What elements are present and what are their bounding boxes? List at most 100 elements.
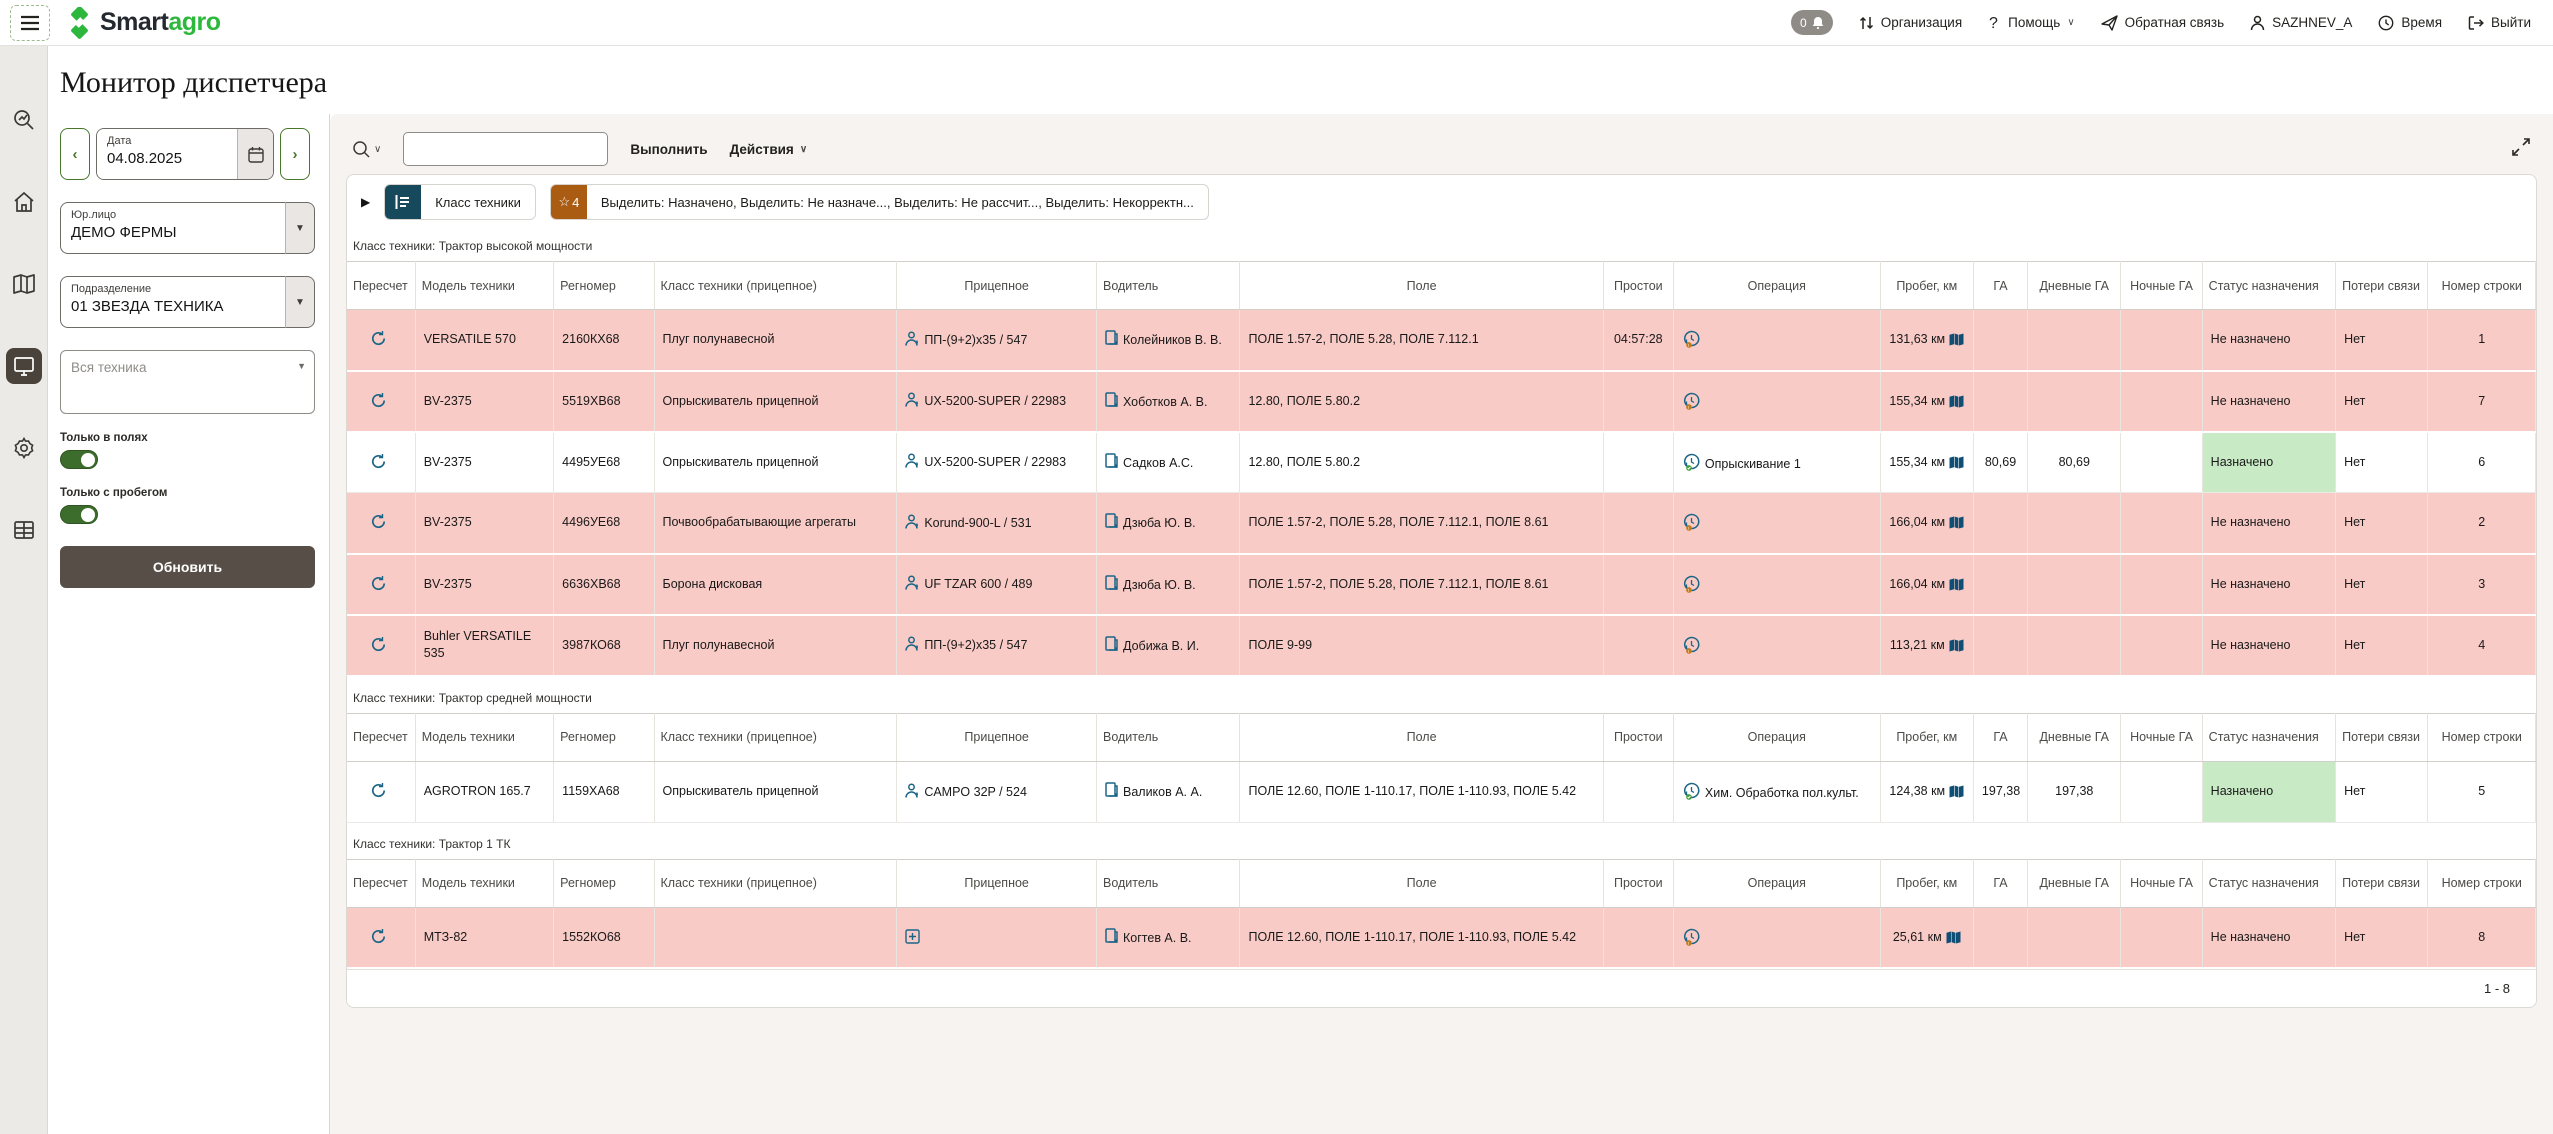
actions-menu-button[interactable]: Действия ∨ — [729, 141, 808, 157]
notifications-badge[interactable]: 0 — [1791, 10, 1833, 35]
cell-operation[interactable]: ! — [1673, 309, 1881, 372]
column-header[interactable]: Операция — [1673, 261, 1881, 310]
cell-trailer[interactable]: Korund-900-L / 531 — [896, 492, 1097, 555]
cell-driver[interactable]: Когтев А. В. — [1096, 907, 1241, 969]
refresh-button[interactable]: Обновить — [60, 546, 315, 588]
cell-operation[interactable]: ! — [1673, 553, 1881, 616]
column-header[interactable]: Водитель — [1096, 712, 1241, 762]
cell-operation[interactable]: Хим. Обработка пол.культ. — [1673, 761, 1881, 823]
table-row[interactable]: BV-2375 4496УЕ68 Почвообрабатывающие агрег… — [347, 492, 2536, 555]
cell-operation[interactable]: Опрыскивание 1 — [1673, 431, 1881, 493]
cell-driver[interactable]: Колейников В. В. — [1096, 309, 1241, 372]
cell-driver[interactable]: Дзюба Ю. В. — [1096, 492, 1241, 555]
highlight-rules-chip[interactable]: ☆ 4 Выделить: Назначено, Выделить: Не наз… — [549, 184, 1209, 220]
column-header[interactable]: Статус назначения — [2202, 261, 2337, 310]
run-button[interactable]: Выполнить — [630, 141, 708, 157]
cell-operation[interactable]: ! — [1673, 370, 1881, 433]
recalculate-button[interactable] — [347, 309, 416, 372]
column-header[interactable]: Дневные ГА — [2027, 261, 2122, 310]
column-header[interactable]: Водитель — [1096, 261, 1241, 310]
table-row[interactable]: AGROTRON 165.7 1159ХА68 Опрыскиватель приц… — [347, 761, 2536, 823]
column-header[interactable]: ГА — [1973, 858, 2029, 908]
column-header[interactable]: Ночные ГА — [2120, 261, 2203, 310]
table-row[interactable]: VERSATILE 570 2160КХ68 Плуг полунавесной ПП… — [347, 309, 2536, 372]
nav-logout[interactable]: Выйти — [2468, 15, 2531, 31]
group-by-chip[interactable]: Класс техники — [384, 184, 536, 220]
column-header[interactable]: Модель техники — [415, 858, 555, 908]
column-header[interactable]: Статус назначения — [2202, 712, 2337, 762]
rail-home-button[interactable] — [6, 184, 42, 220]
column-header[interactable]: Пробег, км — [1880, 858, 1974, 908]
column-header[interactable]: Прицепное — [896, 858, 1097, 908]
nav-organization[interactable]: Организация — [1859, 15, 1962, 31]
division-dropdown-button[interactable]: ▼ — [285, 276, 315, 328]
legal-entity-field[interactable]: Юр.лицо ДЕМО ФЕРМЫ — [60, 202, 285, 254]
cell-mileage[interactable]: 166,04 км — [1880, 492, 1974, 555]
hamburger-menu-button[interactable] — [10, 4, 50, 41]
column-header[interactable]: Простои — [1603, 858, 1674, 908]
search-column-selector[interactable]: ∨ — [352, 140, 381, 159]
table-row[interactable]: BV-2375 6636ХВ68 Борона дисковая UF TZAR 60… — [347, 553, 2536, 616]
column-header[interactable]: Простои — [1603, 261, 1674, 310]
recalculate-button[interactable] — [347, 907, 416, 969]
column-header[interactable]: ГА — [1973, 712, 2029, 762]
cell-mileage[interactable]: 131,63 км — [1880, 309, 1974, 372]
collapse-controls-button[interactable]: ▶ — [361, 195, 371, 209]
cell-operation[interactable]: ! — [1673, 492, 1881, 555]
column-header[interactable]: Пересчет — [347, 858, 416, 908]
nav-help[interactable]: ? Помощь ∨ — [1989, 15, 2075, 31]
column-header[interactable]: ГА — [1973, 261, 2029, 310]
maximize-button[interactable] — [2511, 137, 2531, 162]
column-header[interactable]: Класс техники (прицепное) — [654, 261, 898, 310]
cell-trailer[interactable] — [896, 907, 1097, 969]
cell-mileage[interactable]: 166,04 км — [1880, 553, 1974, 616]
cell-trailer[interactable]: UX-5200-SUPER / 22983 — [896, 370, 1097, 433]
only-in-fields-toggle[interactable] — [60, 450, 98, 469]
column-header[interactable]: Номер строки — [2427, 712, 2536, 762]
column-header[interactable]: Дневные ГА — [2027, 858, 2122, 908]
cell-operation[interactable]: ! — [1673, 907, 1881, 969]
cell-trailer[interactable]: CAMPO 32P / 524 — [896, 761, 1097, 823]
cell-operation[interactable]: ! — [1673, 614, 1881, 677]
column-header[interactable]: Номер строки — [2427, 261, 2536, 310]
date-next-button[interactable]: › — [280, 128, 310, 180]
cell-mileage[interactable]: 113,21 км — [1880, 614, 1974, 677]
column-header[interactable]: Класс техники (прицепное) — [654, 712, 898, 762]
recalculate-button[interactable] — [347, 492, 416, 555]
division-field[interactable]: Подразделение 01 ЗВЕЗДА ТЕХНИКА — [60, 276, 285, 328]
nav-feedback[interactable]: Обратная связь — [2100, 14, 2224, 31]
column-header[interactable]: Прицепное — [896, 261, 1097, 310]
cell-trailer[interactable]: UF TZAR 600 / 489 — [896, 553, 1097, 616]
cell-mileage[interactable]: 155,34 км — [1880, 431, 1974, 493]
cell-trailer[interactable]: ПП-(9+2)х35 / 547 — [896, 614, 1097, 677]
rail-map-button[interactable] — [6, 266, 42, 302]
column-header[interactable]: Модель техники — [415, 261, 555, 310]
search-input[interactable] — [403, 132, 609, 166]
recalculate-button[interactable] — [347, 370, 416, 433]
column-header[interactable]: Водитель — [1096, 858, 1241, 908]
legal-entity-dropdown-button[interactable]: ▼ — [285, 202, 315, 254]
table-row[interactable]: BV-2375 5519ХВ68 Опрыскиватель прицепной UX… — [347, 370, 2536, 433]
nav-user[interactable]: SAZHNEV_A — [2250, 15, 2352, 31]
column-header[interactable]: Пробег, км — [1880, 261, 1974, 310]
column-header[interactable]: Поле — [1239, 261, 1604, 310]
recalculate-button[interactable] — [347, 431, 416, 493]
cell-mileage[interactable]: 124,38 км — [1880, 761, 1974, 823]
cell-mileage[interactable]: 155,34 км — [1880, 370, 1974, 433]
recalculate-button[interactable] — [347, 614, 416, 677]
equipment-select[interactable]: Вся техника ▼ — [60, 350, 315, 414]
table-row[interactable]: BV-2375 4495УЕ68 Опрыскиватель прицепной UX… — [347, 431, 2536, 493]
table-row[interactable]: МТЗ-82 1552КО68 Когтев А. В. ПОЛЕ 12.60, ПО… — [347, 907, 2536, 969]
column-header[interactable]: Класс техники (прицепное) — [654, 858, 898, 908]
rail-monitor-button[interactable] — [5, 348, 42, 384]
column-header[interactable]: Операция — [1673, 712, 1881, 762]
rail-search-button[interactable] — [6, 102, 42, 138]
date-prev-button[interactable]: ‹ — [60, 128, 90, 180]
column-header[interactable]: Пересчет — [347, 712, 416, 762]
column-header[interactable]: Поле — [1239, 712, 1604, 762]
calendar-picker-button[interactable] — [237, 129, 273, 179]
table-row[interactable]: Buhler VERSATILE 535 3987КО68 Плуг полунав… — [347, 614, 2536, 677]
column-header[interactable]: Статус назначения — [2202, 858, 2337, 908]
cell-trailer[interactable]: UX-5200-SUPER / 22983 — [896, 431, 1097, 493]
column-header[interactable]: Потери связи — [2335, 858, 2429, 908]
